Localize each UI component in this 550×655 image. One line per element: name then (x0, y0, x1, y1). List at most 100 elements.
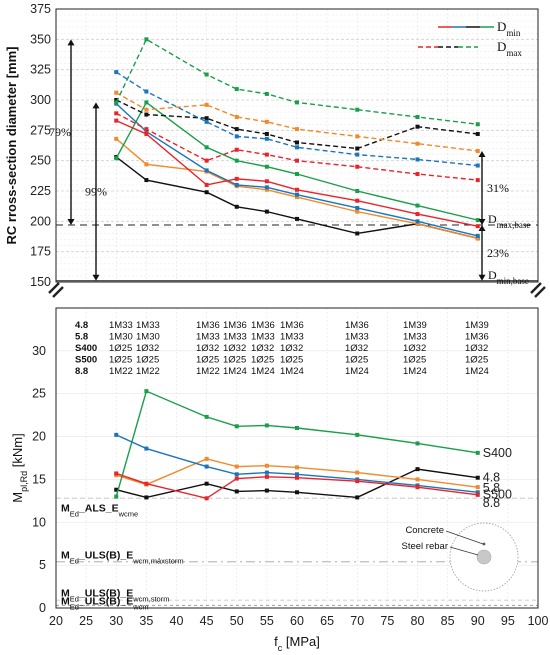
inset-label-rebar: Steel rebar (402, 541, 448, 552)
top-series-point (234, 87, 239, 92)
x-tick-label: 100 (528, 614, 549, 628)
dmin-base-label: Dmin,base (488, 268, 529, 286)
table-cell: 1Ø32 (251, 343, 274, 354)
top-series-point (234, 158, 239, 163)
table-row-label: 4.8 (75, 320, 88, 331)
top-series-point (295, 195, 299, 200)
table-cell: 1Ø32 (465, 343, 488, 354)
series-point (234, 489, 239, 494)
table-cell: 1M33 (251, 332, 275, 343)
table-cell: 1M30 (136, 332, 160, 343)
rebar-table: 4.8 1M33 1M33 1M36 1M36 1M36 1M36 1M36 1M39 1M395… (75, 320, 489, 377)
series-point (264, 423, 269, 428)
top-series-point (295, 100, 299, 105)
series-point (264, 474, 269, 479)
percentage-label: 99% (85, 185, 107, 199)
series-point (234, 476, 239, 481)
series-point (114, 494, 119, 499)
top-series (114, 37, 480, 241)
axis-break-mark (52, 286, 64, 298)
table-cell: 1M22 (196, 366, 220, 377)
inset-label-concrete: Concrete (405, 525, 444, 536)
top-y-tick-label: 350 (30, 32, 51, 46)
top-series-point (355, 107, 360, 112)
top-series-point (114, 136, 119, 141)
table-cell: 1M22 (136, 366, 160, 377)
top-series-point (264, 136, 269, 141)
top-series-point (264, 209, 269, 214)
series-point (475, 492, 480, 497)
series-point (204, 414, 209, 419)
table-cell: 1Ø32 (403, 343, 426, 354)
series-end-label: S400 (483, 446, 512, 460)
table-cell: 1M33 (280, 332, 304, 343)
series-point (114, 471, 119, 476)
series-point (295, 475, 299, 480)
table-cell: 1M24 (251, 366, 275, 377)
top-series-point (144, 178, 149, 183)
top-series-point (264, 152, 269, 157)
series-point (475, 485, 480, 490)
table-cell: 1M36 (196, 320, 220, 331)
top-series-point (144, 162, 149, 167)
legend-dmin-label: Dmin (497, 19, 521, 38)
top-series-point (144, 89, 149, 94)
concrete-marker (482, 542, 486, 546)
top-series-point (415, 141, 420, 146)
top-series-point (114, 100, 119, 105)
top-y-tick-label: 250 (30, 154, 51, 168)
top-series-point (295, 192, 299, 197)
steel-rebar (476, 549, 492, 565)
top-series-point (204, 102, 209, 107)
table-cell: 1M39 (403, 320, 427, 331)
x-tick-label: 25 (79, 614, 93, 628)
series-point (415, 477, 420, 482)
moment-reference-label: MEd_ALS_Ewcme (61, 502, 138, 518)
series-point (114, 487, 119, 492)
table-cell: 1M36 (345, 320, 369, 331)
rebar-leader (449, 546, 479, 556)
percentage-arrow-head (478, 224, 486, 231)
percentage-arrow-head (478, 218, 486, 225)
top-series-point (295, 187, 299, 192)
top-series-point (204, 119, 209, 124)
top-series-point (234, 127, 239, 132)
table-cell: 1M39 (465, 320, 489, 331)
top-y-tick-label: 325 (30, 63, 51, 77)
top-series-point (415, 157, 420, 162)
series-point (355, 432, 360, 437)
series-point (144, 495, 149, 500)
top-series-point (114, 156, 119, 161)
top-series-point (144, 37, 149, 42)
series-point (204, 456, 209, 461)
x-tick-label: 30 (109, 614, 123, 628)
top-y-tick-label: 225 (30, 184, 51, 198)
percentage-label: 23% (487, 246, 509, 260)
moment-reference-label: MEd_ULS(B)_Ewcm,storm (61, 587, 169, 603)
top-series-point (264, 164, 269, 169)
table-cell: 1Ø25 (251, 355, 274, 366)
top-series-point (355, 189, 360, 193)
top-gridlines (55, 8, 539, 283)
series-line-S500 (115, 434, 478, 493)
table-cell: 1M22 (109, 366, 133, 377)
series-point (475, 490, 480, 495)
plot-frames (48, 8, 546, 609)
x-tick-label: 60 (290, 614, 304, 628)
top-series-point (114, 70, 119, 75)
top-y-tick-label: 300 (30, 93, 51, 107)
top-series-point (475, 163, 480, 168)
bottom-y-tick-label: 15 (32, 472, 46, 486)
top-series-point (204, 158, 209, 163)
table-cell: 1M36 (280, 320, 304, 331)
top-series-point (234, 182, 239, 187)
top-series-point (475, 178, 480, 183)
top-series-point (114, 111, 119, 116)
bottom-y-tick-label: 10 (32, 515, 46, 529)
x-tick-label: 20 (49, 614, 63, 628)
series-point (204, 496, 209, 501)
table-cell: 1M24 (465, 366, 489, 377)
top-series-point (204, 116, 209, 121)
percentage-arrow-head (478, 150, 486, 157)
series-point (114, 432, 119, 437)
